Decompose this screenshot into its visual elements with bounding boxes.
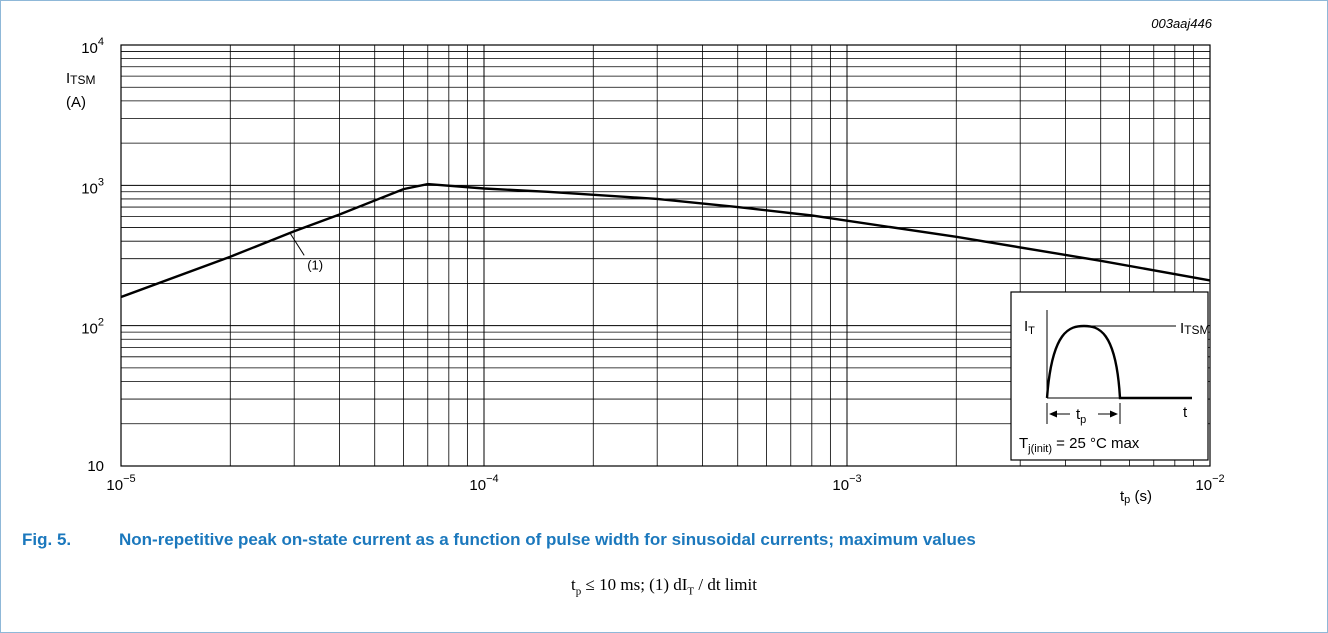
annotation-leader <box>289 233 305 256</box>
inset-diagram: IT ITSM t tp Tj(init) = 25 °C max <box>1010 291 1210 461</box>
plot-frame <box>120 44 1211 467</box>
inset-tj-label: Tj(init) = 25 °C max <box>1019 435 1140 455</box>
x-tick-label: 10−5 <box>106 473 135 494</box>
grid <box>121 45 1210 466</box>
annotation-label: (1) <box>307 257 323 272</box>
x-tick-label: 10−2 <box>1195 473 1224 494</box>
inset-frame <box>1010 291 1209 461</box>
x-axis-label: tp (s) <box>1120 488 1152 506</box>
y-tick-label: 104 <box>81 36 104 57</box>
y-tick-label: 103 <box>81 176 104 197</box>
data-series-line <box>120 182 1211 299</box>
inset-tp-arrowhead-left <box>1049 410 1057 418</box>
y-tick-label: 102 <box>81 317 104 338</box>
inset-tp-arrowhead-right <box>1110 410 1118 418</box>
inset-it-label: IT <box>1024 318 1035 337</box>
inset-t-label: t <box>1183 404 1188 421</box>
figure-caption: Fig. 5. Non-repetitive peak on-state curr… <box>22 530 976 550</box>
x-tick-label: 10−4 <box>469 473 498 494</box>
y-axis-unit: (A) <box>66 94 86 111</box>
y-axis-label: ITSM <box>66 70 96 87</box>
y-tick-label: 10 <box>87 458 104 475</box>
inset-tp-label: tp <box>1076 406 1086 426</box>
inset-itsm-label: ITSM <box>1180 320 1210 337</box>
axis-ticks: 10−5 10−4 10−3 10−2 10 102 103 104 <box>81 36 1224 494</box>
figure-note: tp ≤ 10 ms; (1) dIT / dt limit <box>571 575 757 598</box>
figure-number: Fig. 5. <box>22 530 72 549</box>
x-tick-label: 10−3 <box>832 473 861 494</box>
figure-id: 003aaj446 <box>1151 16 1212 31</box>
caption-text: Non-repetitive peak on-state current as … <box>119 530 976 549</box>
